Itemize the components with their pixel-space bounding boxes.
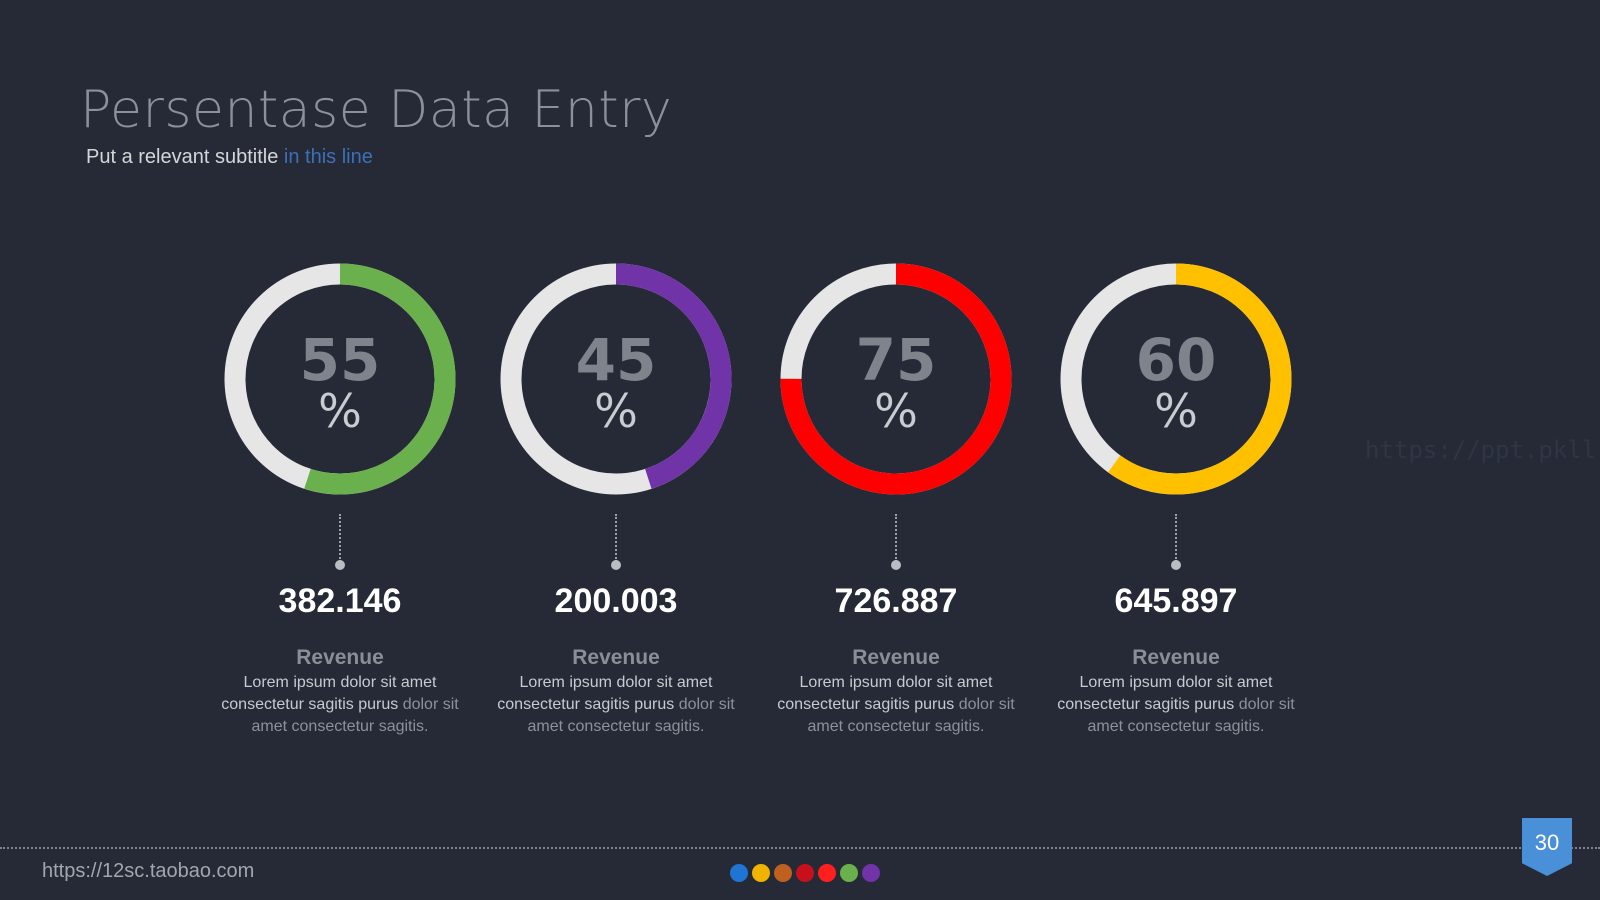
desc-line: amet consectetur sagitis. <box>527 718 705 735</box>
desc-line: amet consectetur sagitis. <box>251 718 429 735</box>
card-description: Lorem ipsum dolor sit amet consectetur s… <box>205 672 475 738</box>
desc-text-dim: dolor sit <box>402 696 459 713</box>
ring-progress-arc <box>500 263 732 495</box>
color-dot-row <box>730 864 880 882</box>
card-description: Lorem ipsum dolor sit amet consectetur s… <box>1041 672 1311 738</box>
desc-line: Lorem ipsum dolor sit amet <box>519 674 713 691</box>
desc-text: consectetur sagitis purus <box>1057 696 1239 713</box>
desc-text: consectetur sagitis purus <box>497 696 679 713</box>
card-label: Revenue <box>1132 646 1220 669</box>
color-dot-4 <box>796 864 814 882</box>
card-label: Revenue <box>852 646 940 669</box>
desc-line: Lorem ipsum dolor sit amet <box>243 674 437 691</box>
desc-text-dim: dolor sit <box>958 696 1015 713</box>
percent-value: 60 <box>1135 326 1217 394</box>
percent-ring-4 <box>1060 263 1292 495</box>
color-dot-2 <box>752 864 770 882</box>
connector-dot <box>891 560 901 570</box>
percent-sign: % <box>1154 384 1198 438</box>
amount-value: 645.897 <box>1114 582 1238 620</box>
desc-line: amet consectetur sagitis. <box>807 718 985 735</box>
stat-card-4: 60 % 645.897 Revenue Lorem ipsum dolor s… <box>1031 258 1321 748</box>
desc-text: consectetur sagitis purus <box>221 696 403 713</box>
desc-line: consectetur sagitis purus dolor sit <box>481 694 751 716</box>
connector-dot <box>1171 560 1181 570</box>
page-badge <box>1522 818 1572 876</box>
stat-card-1: 55 % 382.146 Revenue Lorem ipsum dolor s… <box>195 258 485 748</box>
stat-card-2: 45 % 200.003 Revenue Lorem ipsum dolor s… <box>471 258 761 748</box>
connector-line <box>615 514 617 562</box>
desc-line: Lorem ipsum dolor sit amet <box>799 674 993 691</box>
percent-ring-3 <box>780 263 1012 495</box>
color-dot-1 <box>730 864 748 882</box>
slide-subtitle: Put a relevant subtitle in this line <box>86 146 373 169</box>
desc-text-dim: dolor sit <box>1238 696 1295 713</box>
subtitle-text: Put a relevant subtitle <box>86 146 284 168</box>
slide-title: Persentase Data Entry <box>80 80 673 140</box>
ring-progress-arc <box>224 263 456 495</box>
desc-line: amet consectetur sagitis. <box>1087 718 1265 735</box>
amount-value: 200.003 <box>554 582 678 620</box>
color-dot-6 <box>840 864 858 882</box>
connector-line <box>1175 514 1177 562</box>
desc-text-dim: dolor sit <box>678 696 735 713</box>
percent-ring-2 <box>500 263 732 495</box>
amount-value: 382.146 <box>278 582 402 620</box>
footer-divider <box>0 847 1600 849</box>
percent-ring-1 <box>224 263 456 495</box>
percent-value: 75 <box>855 326 937 394</box>
desc-line: consectetur sagitis purus dolor sit <box>1041 694 1311 716</box>
ring-progress-arc <box>780 263 1012 495</box>
percent-sign: % <box>318 384 362 438</box>
page-number: 30 <box>1534 830 1560 855</box>
connector-line <box>895 514 897 562</box>
stat-card-3: 75 % 726.887 Revenue Lorem ipsum dolor s… <box>751 258 1041 748</box>
color-dot-7 <box>862 864 880 882</box>
footer-url[interactable]: https://12sc.taobao.com <box>42 860 255 882</box>
card-label: Revenue <box>296 646 384 669</box>
percent-sign: % <box>594 384 638 438</box>
watermark: https://ppt.pkll.de <box>1365 436 1600 464</box>
amount-value: 726.887 <box>834 582 958 620</box>
desc-line: Lorem ipsum dolor sit amet <box>1079 674 1273 691</box>
desc-text: consectetur sagitis purus <box>777 696 959 713</box>
connector-dot <box>611 560 621 570</box>
desc-line: consectetur sagitis purus dolor sit <box>205 694 475 716</box>
desc-line: consectetur sagitis purus dolor sit <box>761 694 1031 716</box>
color-dot-5 <box>818 864 836 882</box>
percent-sign: % <box>874 384 918 438</box>
subtitle-highlight: in this line <box>283 146 373 168</box>
card-description: Lorem ipsum dolor sit amet consectetur s… <box>481 672 751 738</box>
color-dot-3 <box>774 864 792 882</box>
card-label: Revenue <box>572 646 660 669</box>
percent-value: 45 <box>575 326 657 394</box>
connector-dot <box>335 560 345 570</box>
card-description: Lorem ipsum dolor sit amet consectetur s… <box>761 672 1031 738</box>
ring-progress-arc <box>1060 263 1292 495</box>
percent-value: 55 <box>299 326 381 394</box>
connector-line <box>339 514 341 562</box>
